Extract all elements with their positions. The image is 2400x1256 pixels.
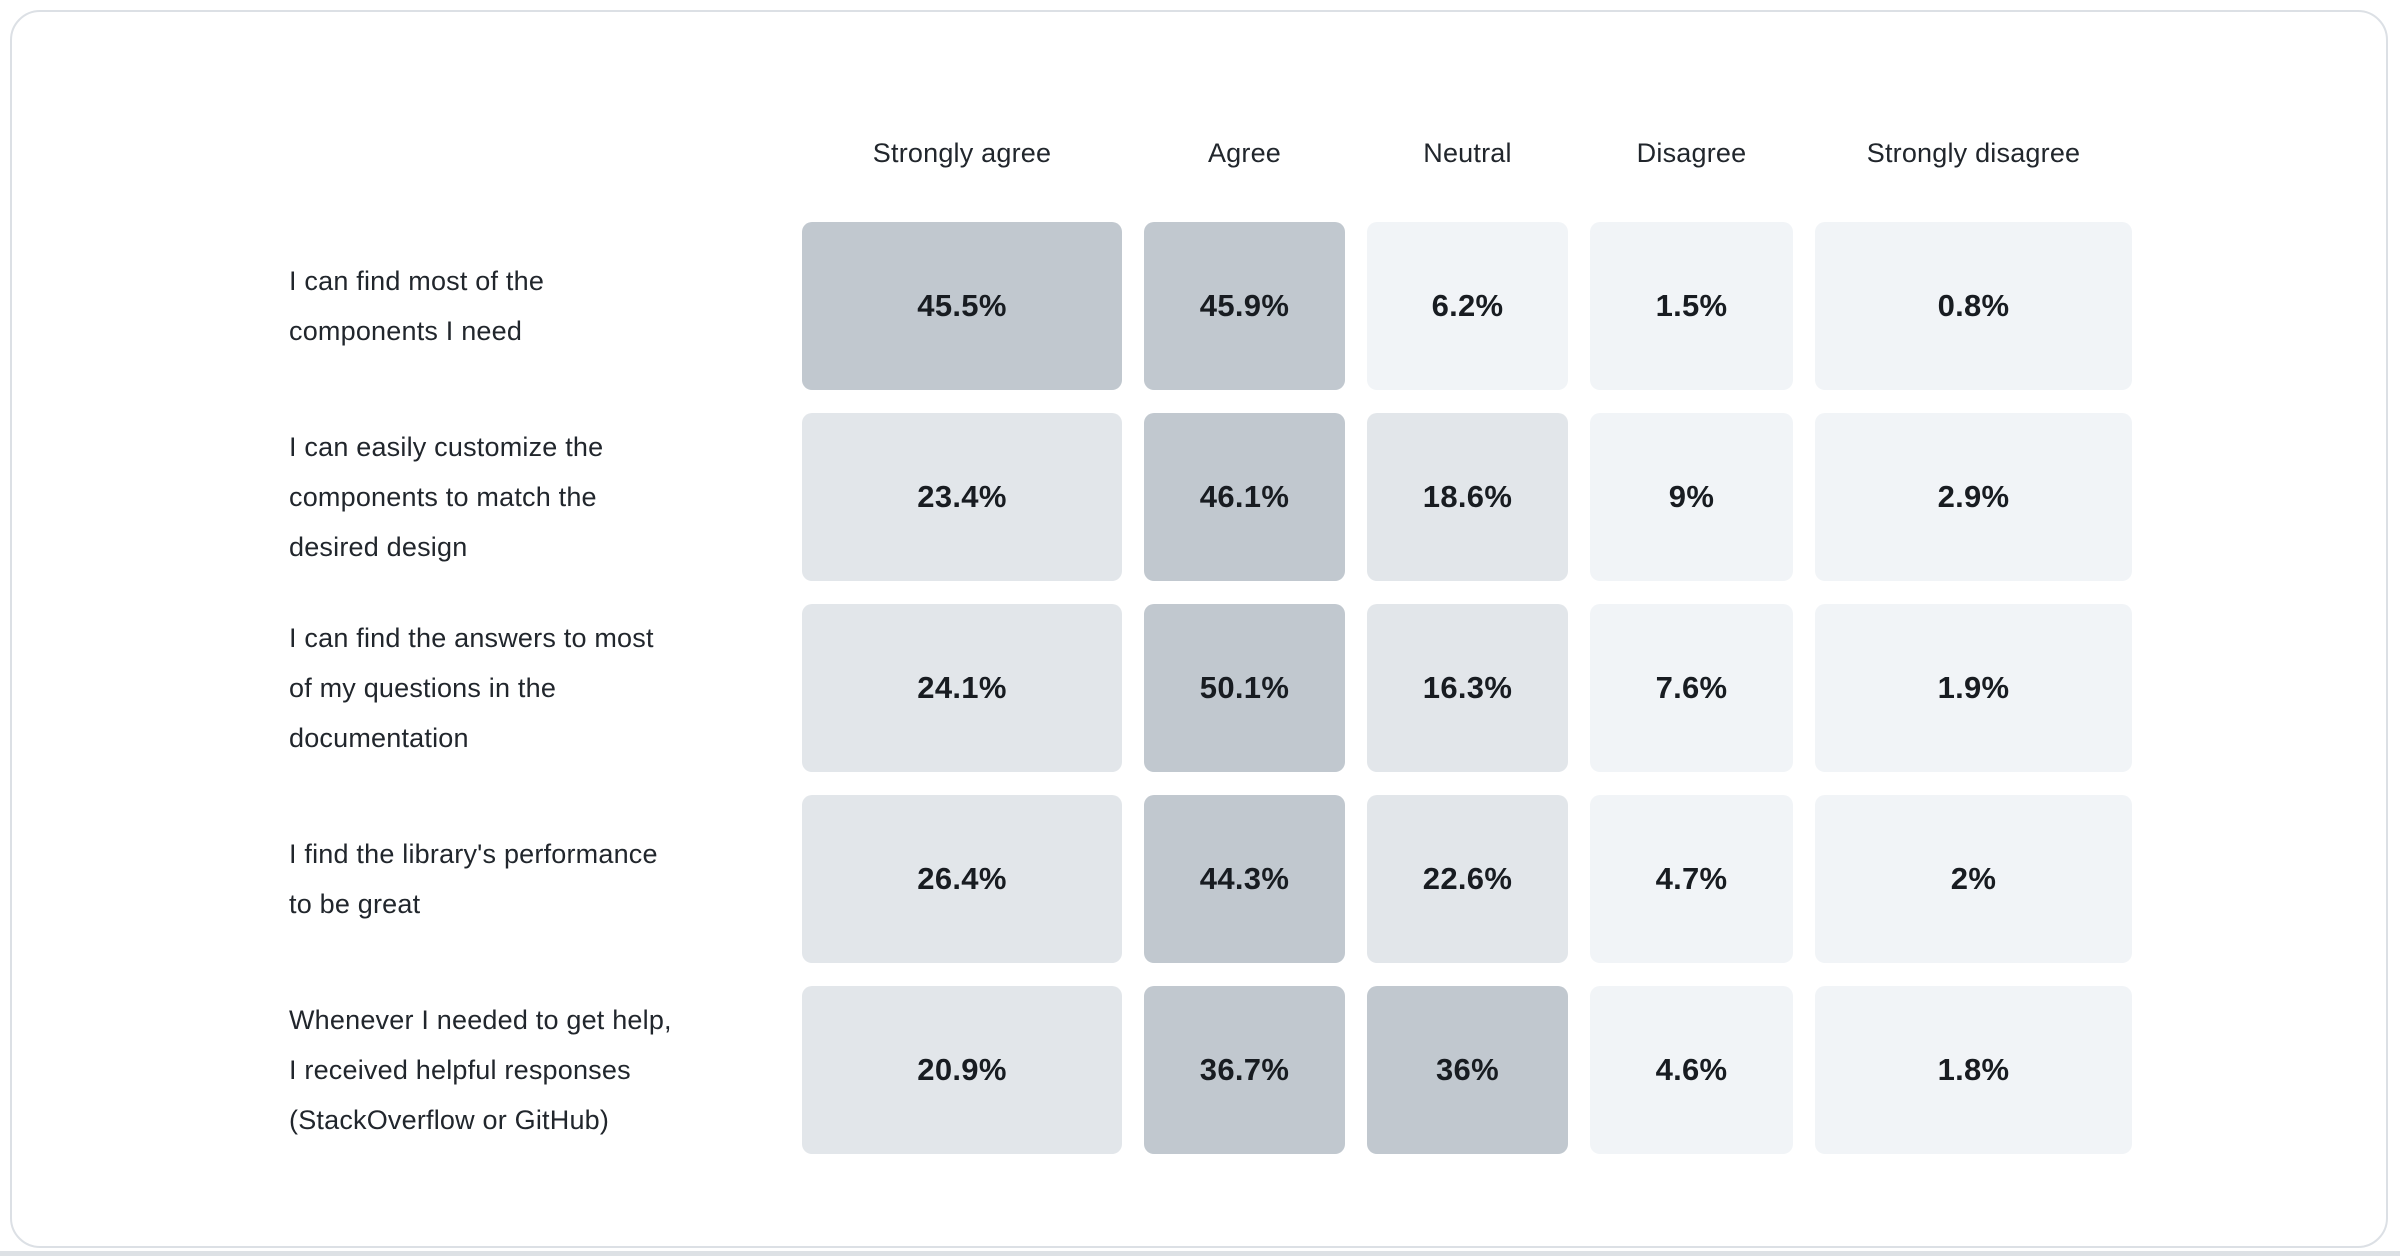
- heatmap-cell: 36.7%: [1144, 986, 1345, 1154]
- column-header: Neutral: [1423, 137, 1512, 168]
- heatmap-cell: 2%: [1815, 795, 2132, 963]
- heatmap-cell: 45.9%: [1144, 222, 1345, 390]
- heatmap-cell: 6.2%: [1367, 222, 1568, 390]
- heatmap-cell: 16.3%: [1367, 604, 1568, 772]
- heatmap-cell: 0.8%: [1815, 222, 2132, 390]
- page-bottom-divider: [0, 1251, 2400, 1256]
- row-label: Whenever I needed to get help, I receive…: [289, 1005, 672, 1135]
- heatmap-cell: 23.4%: [802, 413, 1122, 581]
- row-label: I can easily customize the components to…: [289, 432, 604, 562]
- row-label: I can find the answers to most of my que…: [289, 623, 654, 753]
- heatmap-cell: 4.6%: [1590, 986, 1793, 1154]
- heatmap-cell: 45.5%: [802, 222, 1122, 390]
- heatmap-cell: 46.1%: [1144, 413, 1345, 581]
- heatmap-cell: 26.4%: [802, 795, 1122, 963]
- survey-results-card: Strongly agree Agree Neutral Disagree Strong…: [10, 10, 2388, 1248]
- heatmap-cell: 18.6%: [1367, 413, 1568, 581]
- column-header: Disagree: [1636, 137, 1747, 168]
- heatmap-cell: 24.1%: [802, 604, 1122, 772]
- row-label: I can find most of the components I need: [289, 266, 545, 346]
- heatmap-cell: 4.7%: [1590, 795, 1793, 963]
- heatmap-cell: 44.3%: [1144, 795, 1345, 963]
- heatmap-cell: 22.6%: [1367, 795, 1568, 963]
- column-header: Strongly disagree: [1866, 137, 2081, 168]
- heatmap-cell: 7.6%: [1590, 604, 1793, 772]
- row-label: I find the library's performance to be g…: [289, 839, 658, 919]
- likert-heatmap-table: Strongly agree Agree Neutral Disagree Strong…: [289, 107, 2132, 1154]
- heatmap-cell: 2.9%: [1815, 413, 2132, 581]
- heatmap-cell: 36%: [1367, 986, 1568, 1154]
- heatmap-cell: 9%: [1590, 413, 1793, 581]
- heatmap-cell: 50.1%: [1144, 604, 1345, 772]
- corner-spacer: [289, 107, 780, 199]
- heatmap-cell: 20.9%: [802, 986, 1122, 1154]
- heatmap-cell: 1.9%: [1815, 604, 2132, 772]
- column-header: Strongly agree: [872, 137, 1052, 168]
- heatmap-cell: 1.8%: [1815, 986, 2132, 1154]
- heatmap-cell: 1.5%: [1590, 222, 1793, 390]
- column-header: Agree: [1207, 137, 1282, 168]
